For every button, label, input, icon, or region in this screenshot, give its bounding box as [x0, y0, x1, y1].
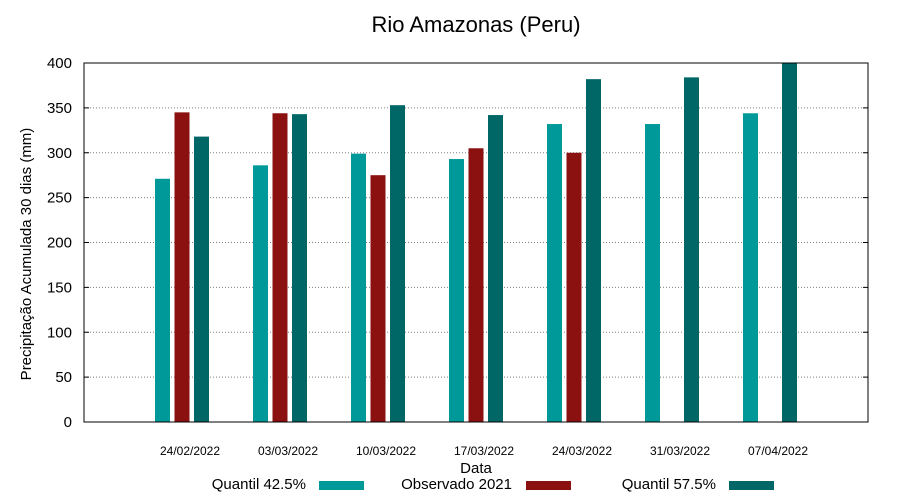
y-tick-label: 150 [47, 279, 72, 296]
bar [351, 153, 366, 422]
y-tick-label: 350 [47, 100, 72, 117]
bar [272, 113, 288, 422]
bar [782, 63, 797, 422]
x-tick-label: 24/02/2022 [160, 444, 220, 458]
x-tick-label: 24/03/2022 [552, 444, 612, 458]
bar [566, 152, 582, 422]
y-tick-label: 300 [47, 145, 72, 162]
bar [488, 115, 503, 423]
bar [449, 159, 464, 422]
bar [390, 105, 405, 423]
legend: Quantil 42.5% Observado 2021 Quantil 57.5% [212, 476, 774, 493]
x-tick-labels: 24/02/2022 03/03/2022 10/03/2022 17/03/2022… [160, 444, 808, 458]
chart-title: Rio Amazonas (Peru) [371, 12, 580, 37]
x-tick-label: 17/03/2022 [454, 444, 514, 458]
bar [370, 175, 386, 422]
bar [194, 136, 209, 422]
x-tick-label: 07/04/2022 [748, 444, 808, 458]
x-tick-label: 03/03/2022 [258, 444, 318, 458]
bar [155, 178, 170, 422]
y-tick-label: 50 [55, 369, 72, 386]
legend-swatch [319, 481, 364, 490]
y-tick-label: 100 [47, 324, 72, 341]
y-axis-label: Precipitação Acumulada 30 dias (mm) [18, 128, 35, 381]
legend-swatch [729, 481, 774, 490]
x-axis-label: Data [460, 460, 492, 477]
bar [292, 114, 307, 422]
y-tick-label: 200 [47, 235, 72, 252]
plot-frame [83, 62, 869, 423]
bar [586, 79, 601, 422]
bars [155, 63, 797, 423]
bar [645, 124, 660, 422]
x-tick-label: 31/03/2022 [650, 444, 710, 458]
y-tick-label: 400 [47, 55, 72, 72]
bar [253, 165, 268, 422]
legend-swatch [526, 481, 571, 490]
legend-label: Quantil 57.5% [622, 476, 716, 493]
bar [743, 113, 758, 422]
y-tick-label: 250 [47, 190, 72, 207]
bar [547, 124, 562, 422]
y-tick-label: 0 [64, 414, 72, 431]
legend-label: Observado 2021 [401, 476, 512, 493]
legend-label: Quantil 42.5% [212, 476, 306, 493]
x-tick-label: 10/03/2022 [356, 444, 416, 458]
bar [174, 112, 190, 423]
bar [684, 77, 699, 423]
y-tick-labels: 0 50 100 150 200 250 300 350 400 [47, 55, 72, 431]
bar [468, 148, 484, 422]
